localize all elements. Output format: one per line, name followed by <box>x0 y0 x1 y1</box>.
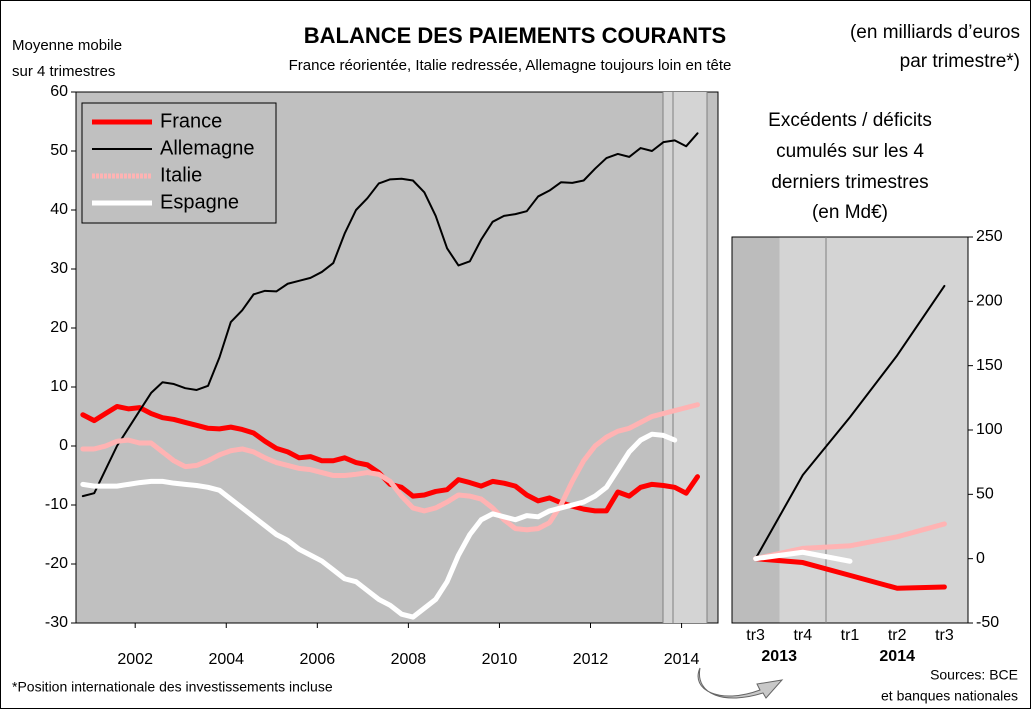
panel-title: Excédents / déficits <box>768 110 932 131</box>
highlight <box>732 237 780 623</box>
unit-note: par trimestre*) <box>900 51 1020 72</box>
x-tick-label: 2002 <box>117 651 153 668</box>
arrow <box>697 667 784 699</box>
line-3 <box>80 431 678 620</box>
y-tick-label: 10 <box>50 378 68 395</box>
year-label: 2014 <box>879 648 915 665</box>
panel-title: derniers trimestres <box>771 172 928 193</box>
line-2 <box>753 521 947 562</box>
y-tick-label: 50 <box>50 142 68 159</box>
line-1 <box>754 284 946 560</box>
y-label: sur 4 trimestres <box>12 63 115 80</box>
y-tick-label: 30 <box>50 260 68 277</box>
x-tick-label: tr3 <box>935 627 954 644</box>
x-tick-label: tr2 <box>888 627 907 644</box>
x-tick-label: 2006 <box>300 651 336 668</box>
sources: Sources: BCE <box>930 667 1018 683</box>
legend-label: Italie <box>160 164 202 186</box>
x-tick-label: tr3 <box>746 627 765 644</box>
y-tick-label: 150 <box>976 357 1003 374</box>
y-tick-label: -20 <box>45 555 68 572</box>
y-tick-label: -30 <box>45 614 68 631</box>
legend-label: Allemagne <box>160 137 255 159</box>
panel-title: cumulés sur les 4 <box>776 141 924 162</box>
y-tick-label: 0 <box>59 437 68 454</box>
y-tick-label: 40 <box>50 201 68 218</box>
y-label: Moyenne mobile <box>12 37 122 54</box>
line-2 <box>80 402 701 533</box>
legend-label: Espagne <box>160 191 239 213</box>
highlight <box>663 92 707 623</box>
panel-title: (en Md€) <box>812 202 888 223</box>
legend-label: France <box>160 110 222 132</box>
x-tick-label: 2014 <box>664 651 700 668</box>
y-tick-label: 100 <box>976 421 1003 438</box>
y-tick-label: -50 <box>976 614 999 631</box>
line-0 <box>753 556 947 591</box>
x-tick-label: 2010 <box>482 651 518 668</box>
y-tick-label: 0 <box>976 550 985 567</box>
sources: et banques nationales <box>881 688 1018 704</box>
x-tick-label: tr1 <box>841 627 860 644</box>
line-1 <box>81 132 699 498</box>
title: BALANCE DES PAIEMENTS COURANTS <box>304 23 727 48</box>
line-3 <box>753 549 853 564</box>
x-tick-label: tr4 <box>793 627 812 644</box>
y-tick-label: 200 <box>976 293 1003 310</box>
y-tick-label: 60 <box>50 83 68 100</box>
y-tick-label: 50 <box>976 486 994 503</box>
y-tick-label: 20 <box>50 319 68 336</box>
year-label: 2013 <box>761 648 797 665</box>
y-tick-label: -10 <box>45 496 68 513</box>
unit-note: (en milliards d’euros <box>850 22 1020 43</box>
x-tick-label: 2008 <box>391 651 427 668</box>
footnote: *Position internationale des investissem… <box>12 679 333 695</box>
x-tick-label: 2004 <box>208 651 244 668</box>
subtitle: France réorientée, Italie redressée, All… <box>289 57 732 74</box>
x-tick-label: 2012 <box>573 651 609 668</box>
y-tick-label: 250 <box>976 228 1003 245</box>
